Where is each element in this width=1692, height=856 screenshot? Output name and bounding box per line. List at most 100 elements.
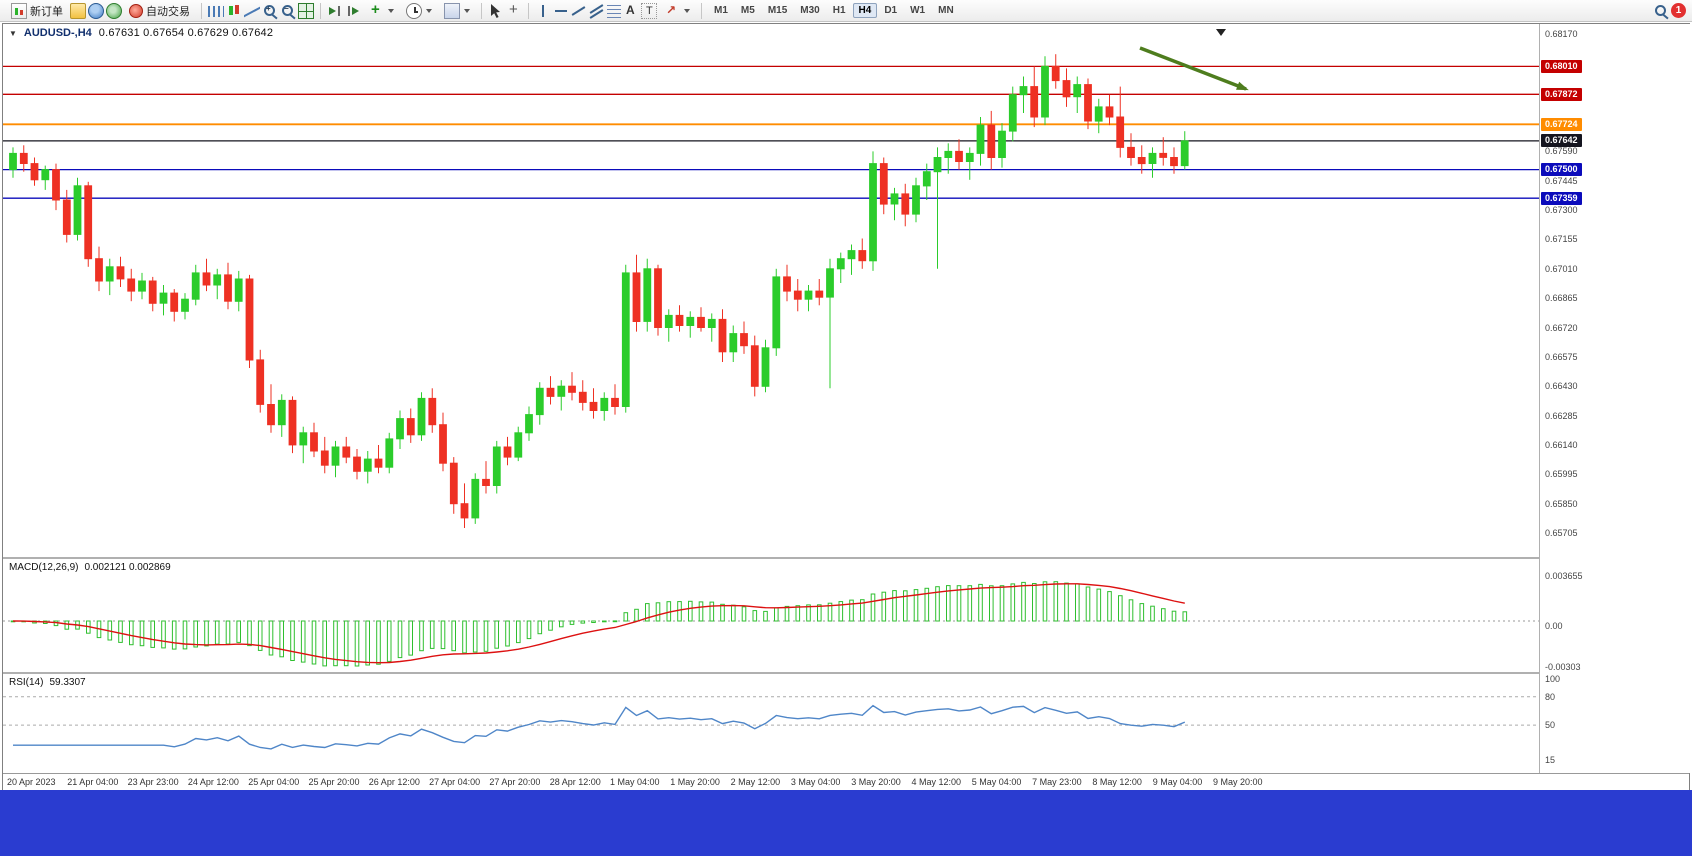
price-axis-label: 0.68170	[1545, 29, 1578, 39]
macd-axis-label: -0.00303	[1545, 662, 1581, 672]
price-axis-label: 0.66720	[1545, 322, 1578, 333]
bar-chart-icon[interactable]	[208, 6, 224, 17]
rsi-axis-label: 15	[1545, 755, 1556, 765]
time-axis-label: 4 May 12:00	[911, 777, 962, 787]
timeframe-button-m5[interactable]: M5	[740, 5, 755, 16]
template-icon	[444, 2, 460, 19]
candlestick-chart-icon[interactable]	[226, 3, 242, 19]
rsi-label: RSI(14)	[9, 677, 44, 688]
time-axis-label: 26 Apr 12:00	[368, 777, 420, 787]
new-order-label: 新订单	[30, 5, 63, 18]
minus-sign: −	[284, 3, 289, 13]
rsi-axis-label: 80	[1545, 692, 1556, 702]
toolbar-separator	[481, 2, 482, 19]
rsi-panel[interactable]	[3, 674, 1539, 772]
price-axis-label: 0.67590	[1545, 146, 1578, 157]
macd-panel[interactable]	[3, 559, 1539, 672]
templates-button[interactable]	[439, 2, 475, 20]
time-axis-label: 8 May 12:00	[1092, 777, 1142, 787]
price-axis-label: 0.65850	[1545, 498, 1578, 509]
horizontal-line-tool-icon[interactable]	[555, 9, 567, 12]
time-axis-label: 3 May 04:00	[790, 777, 841, 787]
text-tool-icon[interactable]	[623, 3, 639, 19]
navigator-icon[interactable]	[88, 2, 104, 19]
panel-separator[interactable]	[3, 672, 1539, 674]
autotrading-label: 自动交易	[146, 5, 190, 18]
channel-tool-icon[interactable]	[589, 3, 605, 19]
zoom-out-icon[interactable]: −	[280, 3, 296, 19]
time-axis-label: 25 Apr 04:00	[248, 777, 300, 787]
time-axis-label: 24 Apr 12:00	[187, 777, 239, 787]
chevron-down-icon	[388, 8, 394, 13]
chevron-down-icon	[684, 8, 690, 13]
timeframe-button-m1[interactable]: M1	[714, 5, 728, 16]
chart-header: AUDUSD-,H4 0.67631 0.67654 0.67629 0.676…	[9, 27, 273, 39]
price-axis-label: 0.66865	[1545, 293, 1578, 304]
price-axis-label: 0.66430	[1545, 381, 1578, 392]
macd-label: MACD(12,26,9)	[9, 562, 79, 573]
toolbar-separator	[701, 2, 702, 19]
timeframe-button-m15[interactable]: M15	[767, 5, 788, 16]
periods-button[interactable]	[401, 2, 437, 20]
tile-windows-icon[interactable]	[298, 2, 314, 19]
arrow-tool-icon	[664, 3, 680, 19]
macd-header: MACD(12,26,9) 0.002121 0.002869	[9, 562, 171, 573]
price-axis-label: 0.65995	[1545, 469, 1578, 480]
price-chart[interactable]	[3, 24, 1539, 557]
price-axis-label: 0.66140	[1545, 439, 1578, 450]
time-axis-label: 7 May 23:00	[1032, 777, 1082, 787]
timeframe-button-mn[interactable]: MN	[938, 5, 954, 16]
clock-icon	[406, 2, 422, 19]
panel-separator[interactable]	[3, 557, 1539, 559]
timeframe-button-d1[interactable]: D1	[884, 5, 898, 16]
timeframe-button-w1[interactable]: W1	[910, 5, 926, 16]
autotrading-icon	[129, 3, 143, 18]
chart-ohlc-values: 0.67631 0.67654 0.67629 0.67642	[98, 27, 274, 39]
plus-sign: +	[266, 3, 271, 13]
price-axis: 0.68170 0.67590 0.67445 0.67300 0.67155 0.670…	[1539, 24, 1690, 773]
timeframe-button-h4[interactable]: H4	[852, 3, 878, 18]
time-axis-label: 27 Apr 20:00	[489, 777, 541, 787]
vertical-line-tool-icon[interactable]	[542, 4, 544, 17]
bottom-scrollbar[interactable]	[0, 790, 1692, 856]
time-axis-label: 20 Apr 2023	[7, 777, 56, 787]
search-icon[interactable]	[1653, 3, 1669, 19]
autotrading-button[interactable]: 自动交易	[124, 2, 195, 20]
notification-badge[interactable]: 1	[1671, 3, 1686, 18]
candles	[9, 54, 1189, 528]
crosshair-icon[interactable]	[506, 2, 522, 19]
price-axis-label: 0.67300	[1545, 205, 1578, 216]
new-order-button[interactable]: 新订单	[6, 2, 68, 20]
rsi-header: RSI(14) 59.3307	[9, 677, 86, 688]
toolbar-separator	[201, 2, 202, 19]
auto-scroll-icon[interactable]	[327, 3, 343, 19]
trend-arrow[interactable]	[1139, 46, 1249, 91]
time-axis-label: 25 Apr 20:00	[308, 777, 360, 787]
arrows-tool-button[interactable]	[659, 2, 695, 20]
market-watch-icon[interactable]	[70, 2, 86, 19]
price-tag-support-1: 0.67500	[1541, 163, 1582, 177]
timeframe-button-h1[interactable]: H1	[832, 5, 846, 16]
line-chart-icon[interactable]	[244, 3, 260, 19]
price-tag-resistance-1: 0.68010	[1541, 59, 1582, 73]
price-tag-support-2: 0.67359	[1541, 191, 1582, 205]
terminal-icon[interactable]	[106, 2, 122, 19]
time-axis-label: 3 May 20:00	[851, 777, 901, 787]
macd-histogram	[10, 581, 1188, 667]
trendline-tool-icon[interactable]	[571, 3, 587, 19]
cursor-icon[interactable]	[488, 3, 504, 19]
macd-signal-line	[12, 583, 1185, 664]
fibonacci-tool-icon[interactable]	[607, 4, 621, 18]
toolbar-separator	[320, 2, 321, 19]
time-axis-label: 28 Apr 12:00	[549, 777, 601, 787]
time-axis-label: 23 Apr 23:00	[127, 777, 179, 787]
zoom-in-icon[interactable]: +	[262, 3, 278, 19]
price-axis-label: 0.66285	[1545, 410, 1578, 421]
timeframe-button-m30[interactable]: M30	[800, 5, 820, 16]
text-label-tool-icon[interactable]	[641, 2, 657, 19]
chart-shift-marker[interactable]	[1216, 29, 1226, 36]
chart-shift-icon[interactable]	[345, 3, 361, 19]
indicators-button[interactable]	[363, 2, 399, 20]
chart-dropdown-icon[interactable]	[9, 27, 17, 39]
new-order-icon	[11, 2, 27, 19]
